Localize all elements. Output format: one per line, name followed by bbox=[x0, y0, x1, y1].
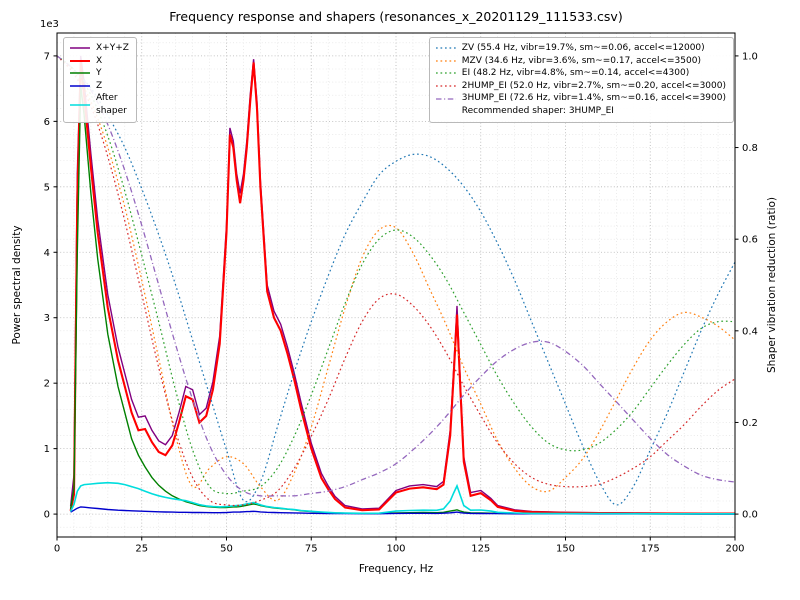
right-y-tick-label: 0.4 bbox=[742, 326, 758, 337]
legend-item: After shaper bbox=[69, 92, 129, 117]
curve-shaper-ei bbox=[57, 55, 735, 495]
axes: 0 25 50 75 100 125 150 175 200 0 1 2 3 4 5 6 7 0.0 0.2 0.4 0… bbox=[44, 32, 758, 555]
legend-line-sample bbox=[70, 59, 90, 62]
legend-item: ZV (55.4 Hz, vibr=19.7%, sm~=0.06, accel… bbox=[435, 42, 726, 55]
left-y-tick-label: 2 bbox=[44, 379, 50, 390]
legend-line-sample bbox=[435, 98, 456, 100]
y-axis-offset-label: 1e3 bbox=[40, 19, 59, 30]
left-y-tick-label: 7 bbox=[44, 51, 50, 62]
legend-item: Recommended shaper: 3HUMP_EI bbox=[435, 105, 726, 118]
legend-line-sample bbox=[435, 60, 456, 62]
x-tick-label: 200 bbox=[725, 544, 744, 555]
legend-item: MZV (34.6 Hz, vibr=3.6%, sm~=0.17, accel… bbox=[435, 55, 726, 68]
curve-shaper-3hump-ei bbox=[57, 55, 735, 497]
right-y-tick-label: 1.0 bbox=[742, 51, 758, 62]
shaper-legend: ZV (55.4 Hz, vibr=19.7%, sm~=0.06, accel… bbox=[428, 37, 734, 123]
left-y-tick-label: 4 bbox=[44, 248, 50, 259]
legend-item: X+Y+Z bbox=[69, 42, 129, 55]
legend-item: 2HUMP_EI (52.0 Hz, vibr=2.7%, sm~=0.20, … bbox=[435, 80, 726, 93]
legend-item: Z bbox=[69, 80, 129, 93]
right-y-tick-label: 0.0 bbox=[742, 510, 758, 521]
left-y-axis-label: Power spectral density bbox=[11, 225, 23, 345]
legend-label: 2HUMP_EI (52.0 Hz, vibr=2.7%, sm~=0.20, … bbox=[461, 80, 726, 91]
legend-line-sample bbox=[435, 85, 456, 87]
left-y-tick-label: 5 bbox=[44, 182, 50, 193]
curve-psd-z bbox=[70, 506, 735, 515]
legend-item: X bbox=[69, 55, 129, 68]
legend-label: 3HUMP_EI (72.6 Hz, vibr=1.4%, sm~=0.16, … bbox=[461, 93, 726, 104]
x-axis-label: Frequency, Hz bbox=[358, 563, 434, 575]
curve-shaper-2hump-ei bbox=[57, 55, 735, 507]
psd-legend: X+Y+Z X Y Z After shaper bbox=[63, 37, 137, 123]
curve-shaper-mzv bbox=[57, 55, 735, 502]
right-y-tick-label: 0.8 bbox=[742, 143, 758, 154]
x-tick-label: 50 bbox=[220, 544, 233, 555]
chart-title: Frequency response and shapers (resonanc… bbox=[169, 9, 623, 24]
legend-label: Y bbox=[96, 68, 102, 79]
x-tick-label: 175 bbox=[641, 544, 660, 555]
legend-line-sample bbox=[435, 47, 456, 49]
right-y-axis-label: Shaper vibration reduction (ratio) bbox=[766, 196, 778, 374]
x-tick-label: 150 bbox=[556, 544, 575, 555]
left-y-tick-label: 1 bbox=[44, 444, 50, 455]
left-y-tick-label: 0 bbox=[44, 510, 50, 521]
legend-label: After shaper bbox=[96, 93, 127, 116]
legend-item: EI (48.2 Hz, vibr=4.8%, sm~=0.14, accel<… bbox=[435, 67, 726, 80]
legend-label: MZV (34.6 Hz, vibr=3.6%, sm~=0.17, accel… bbox=[461, 55, 701, 66]
x-tick-label: 25 bbox=[135, 544, 148, 555]
legend-label: EI (48.2 Hz, vibr=4.8%, sm~=0.14, accel<… bbox=[461, 68, 690, 79]
left-y-tick-label: 6 bbox=[44, 117, 50, 128]
x-tick-label: 0 bbox=[54, 544, 60, 555]
legend-line-sample bbox=[70, 72, 90, 75]
right-y-tick-label: 0.2 bbox=[742, 418, 758, 429]
legend-line-sample bbox=[70, 104, 90, 106]
legend-item: 3HUMP_EI (72.6 Hz, vibr=1.4%, sm~=0.16, … bbox=[435, 92, 726, 105]
legend-line-sample bbox=[70, 85, 90, 87]
curve-shaper-zv bbox=[57, 55, 735, 506]
curves bbox=[57, 55, 735, 515]
legend-label: X+Y+Z bbox=[96, 43, 129, 53]
legend-line-sample bbox=[70, 47, 90, 50]
legend-label: X bbox=[96, 55, 103, 66]
legend-label: Z bbox=[96, 80, 103, 91]
curve-psd-x-y-z bbox=[69, 55, 735, 515]
curve-psd-after-shaper bbox=[69, 481, 735, 515]
legend-item: Y bbox=[69, 67, 129, 80]
legend-empty-sample bbox=[435, 105, 457, 117]
legend-label: Recommended shaper: 3HUMP_EI bbox=[461, 105, 614, 116]
curve-psd-x bbox=[69, 62, 735, 515]
right-y-tick-label: 0.6 bbox=[742, 235, 758, 246]
x-tick-label: 125 bbox=[471, 544, 490, 555]
left-y-tick-label: 3 bbox=[44, 313, 50, 324]
legend-label: ZV (55.4 Hz, vibr=19.7%, sm~=0.06, accel… bbox=[461, 43, 705, 53]
legend-line-sample bbox=[435, 72, 456, 75]
x-tick-label: 100 bbox=[386, 544, 405, 555]
x-tick-label: 75 bbox=[305, 544, 318, 555]
